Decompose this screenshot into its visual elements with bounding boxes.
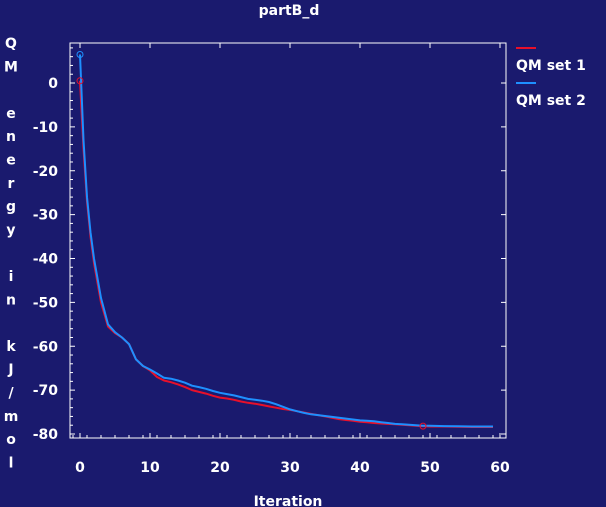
x-tick-label: 40 xyxy=(350,460,370,476)
series-layer xyxy=(79,54,493,428)
x-tick-label: 0 xyxy=(75,460,85,476)
x-tick-label: 30 xyxy=(280,460,300,476)
y-axis-label-char: o xyxy=(6,432,16,448)
y-axis-label-char: / xyxy=(8,386,14,402)
y-tick-label: -60 xyxy=(33,339,59,355)
y-axis-label-char: M xyxy=(4,59,18,75)
y-tick-label: -80 xyxy=(33,427,59,443)
y-tick-label: -30 xyxy=(33,208,59,224)
y-axis-label-char: r xyxy=(8,176,15,192)
y-axis-label-char: n xyxy=(6,292,16,308)
y-axis-label-char: y xyxy=(6,222,15,238)
y-axis-label-char: m xyxy=(4,409,19,425)
x-tick-label: 10 xyxy=(140,460,160,476)
legend: QM set 1 QM set 2 xyxy=(516,47,586,109)
y-axis-label-char: i xyxy=(9,269,14,285)
chart-title: partB_d xyxy=(259,3,320,19)
y-tick-label: 0 xyxy=(48,76,58,92)
y-tick-label: -40 xyxy=(33,252,59,268)
data-point-marker xyxy=(419,422,427,430)
y-axis-label-char: J xyxy=(7,362,13,378)
x-axis: 0 10 20 30 40 50 60 xyxy=(72,43,510,476)
y-tick-label: -70 xyxy=(33,383,59,399)
y-tick-label: -10 xyxy=(33,120,59,136)
data-point-marker xyxy=(76,77,84,85)
legend-label: QM set 1 xyxy=(516,58,586,74)
y-axis-label-char: g xyxy=(6,199,16,215)
legend-label: QM set 2 xyxy=(516,93,586,109)
y-axis: 0 -10 -20 -30 -40 -50 -60 -70 -80 xyxy=(33,47,506,443)
y-axis-label-char: e xyxy=(6,106,16,122)
y-axis-label-char: n xyxy=(6,129,16,145)
x-tick-label: 50 xyxy=(420,460,440,476)
y-tick-label: -20 xyxy=(33,164,59,180)
y-tick-label: -50 xyxy=(33,295,59,311)
series-line-2 xyxy=(79,54,493,428)
x-axis-label: Iteration xyxy=(254,494,323,507)
data-point-marker xyxy=(76,50,84,58)
y-axis-label-char: Q xyxy=(5,36,17,52)
y-axis-label-char: e xyxy=(6,153,16,169)
x-tick-label: 20 xyxy=(210,460,230,476)
marker-layer xyxy=(76,50,427,430)
y-axis-label-char: k xyxy=(6,339,16,355)
x-tick-label: 60 xyxy=(490,460,510,476)
y-axis-label-char: l xyxy=(9,455,14,471)
